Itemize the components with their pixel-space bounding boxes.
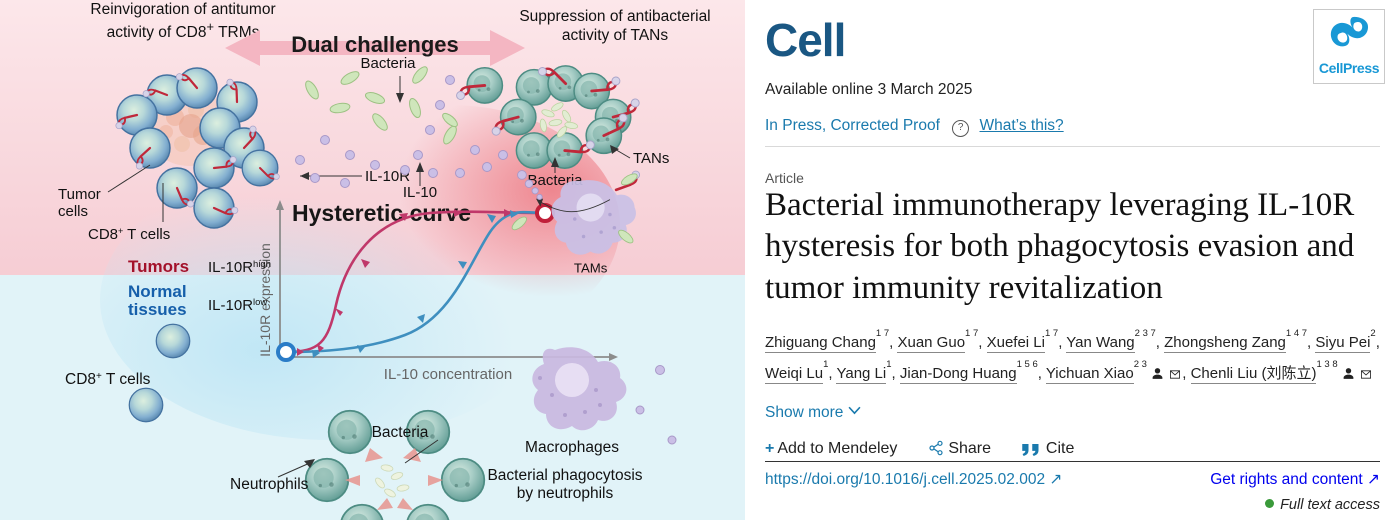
svg-text:tissues: tissues	[128, 300, 187, 319]
svg-text:CD8+ T cells: CD8+ T cells	[65, 371, 151, 389]
svg-text:Tumor: Tumor	[58, 186, 101, 203]
svg-text:TAMs: TAMs	[574, 261, 608, 276]
svg-text:Neutrophils: Neutrophils	[230, 476, 309, 493]
svg-text:Normal: Normal	[128, 282, 187, 301]
svg-text:IL-10 concentration: IL-10 concentration	[384, 366, 512, 383]
svg-text:IL-10: IL-10	[403, 184, 437, 201]
svg-text:Tumors: Tumors	[128, 257, 189, 276]
svg-text:CD8+ T cells: CD8+ T cells	[88, 226, 170, 243]
svg-text:Bacteria: Bacteria	[372, 424, 429, 441]
svg-text:cells: cells	[58, 203, 88, 220]
svg-text:TANs: TANs	[633, 150, 669, 167]
svg-text:by neutrophils: by neutrophils	[517, 485, 614, 502]
svg-text:Macrophages: Macrophages	[525, 439, 619, 456]
svg-text:Bacterial phagocytosis: Bacterial phagocytosis	[487, 467, 642, 484]
